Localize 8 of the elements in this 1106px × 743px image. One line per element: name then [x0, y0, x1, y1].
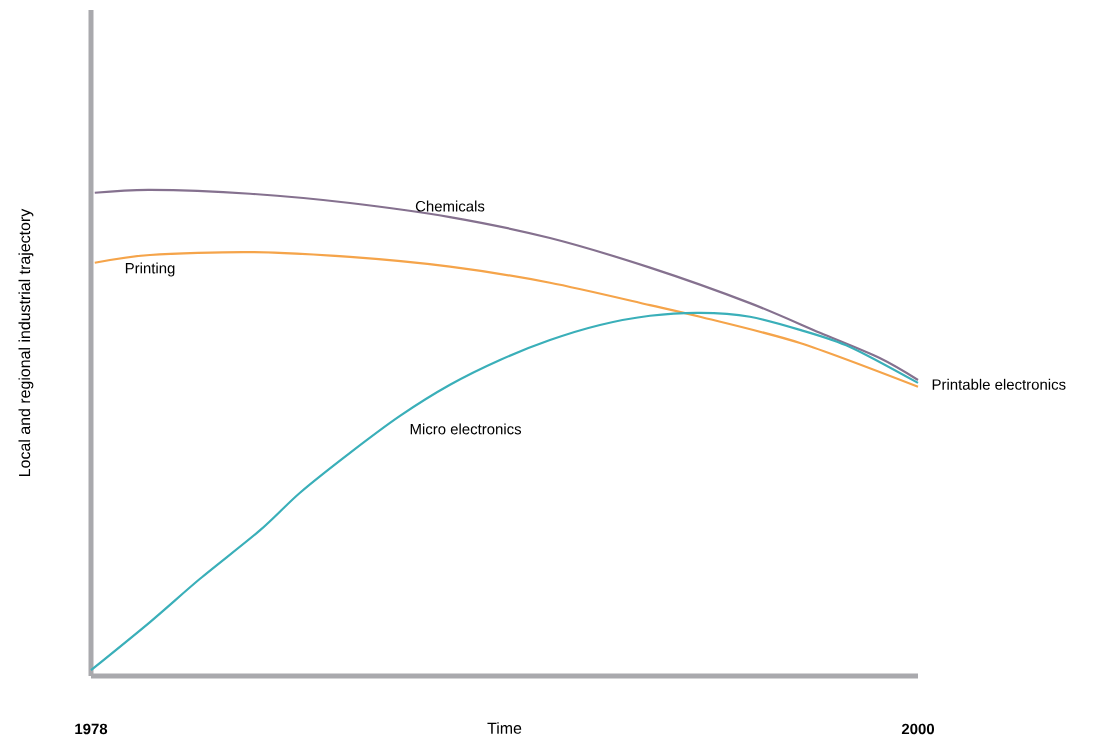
annotation: Printable electronics	[932, 378, 1066, 390]
series-label: Micro electronics	[410, 423, 522, 435]
series-label: Chemicals	[415, 200, 485, 212]
x-tick-label: 2000	[901, 723, 934, 735]
y-axis-title: Local and regional industrial trajectory	[18, 208, 34, 476]
x-axis-title: Time	[487, 722, 522, 734]
x-tick-label: 1978	[75, 723, 108, 735]
series-label: Printing	[125, 262, 175, 277]
